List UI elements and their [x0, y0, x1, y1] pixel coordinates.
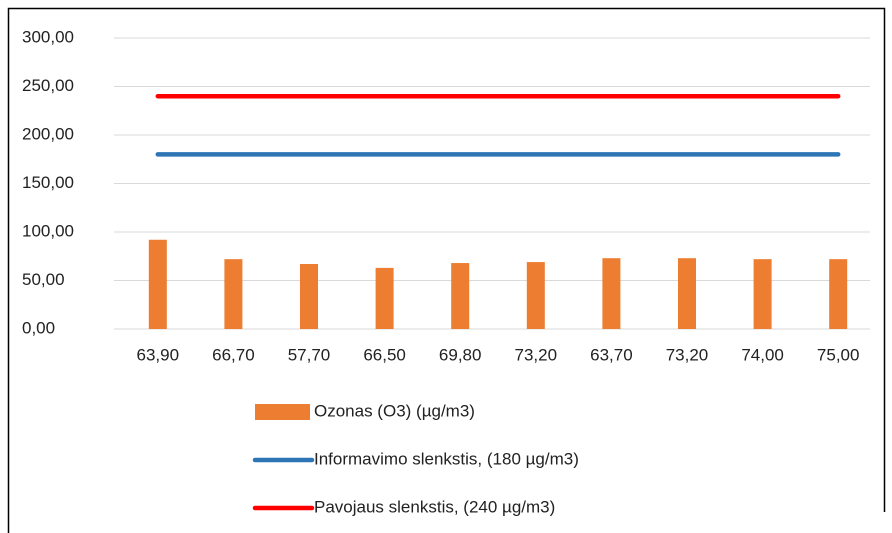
bar — [678, 258, 696, 329]
x-tick-label: 74,00 — [741, 345, 784, 364]
x-tick-label: 63,70 — [590, 345, 633, 364]
y-tick-label: 300,00 — [22, 27, 74, 46]
x-tick-label: 63,90 — [137, 345, 180, 364]
x-tick-label: 69,80 — [439, 345, 482, 364]
y-tick-label: 150,00 — [22, 173, 74, 192]
y-tick-label: 50,00 — [22, 270, 65, 289]
x-tick-label: 73,20 — [515, 345, 558, 364]
y-tick-label: 100,00 — [22, 221, 74, 240]
bar — [526, 262, 545, 329]
legend-label: Informavimo slenkstis, (180 µg/m3) — [314, 449, 579, 468]
y-tick-label: 250,00 — [22, 76, 74, 95]
bar — [224, 259, 243, 329]
bar — [375, 267, 394, 329]
legend-label: Ozonas (O3) (µg/m3) — [314, 401, 475, 420]
legend-swatch — [255, 404, 310, 420]
x-tick-label: 73,20 — [666, 345, 709, 364]
bar — [148, 239, 167, 329]
x-tick-label: 57,70 — [288, 345, 331, 364]
bar — [300, 264, 318, 329]
bar — [451, 263, 470, 329]
x-tick-label: 75,00 — [817, 345, 860, 364]
legend-label: Pavojaus slenkstis, (240 µg/m3) — [314, 497, 555, 516]
y-tick-label: 0,00 — [22, 318, 55, 337]
bar — [753, 259, 772, 329]
x-tick-label: 66,50 — [363, 345, 406, 364]
x-tick-label: 66,70 — [212, 345, 255, 364]
bar — [602, 258, 621, 329]
bar — [829, 259, 848, 329]
chart-border — [7, 7, 886, 533]
y-tick-label: 200,00 — [22, 124, 74, 143]
